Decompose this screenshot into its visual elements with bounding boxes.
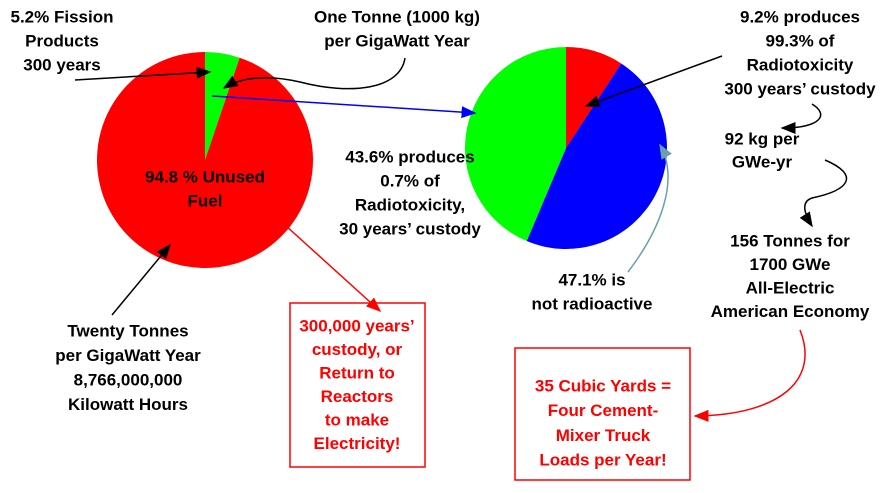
- slice-label: 9.2% produces: [740, 7, 860, 26]
- annotation: 300,000 years’: [299, 316, 414, 335]
- custody-box: [289, 302, 426, 468]
- arrow: [211, 95, 477, 119]
- annotation: 156 Tonnes for: [730, 231, 850, 250]
- slice-label: 300 years: [23, 55, 101, 74]
- annotation: 35 Cubic Yards =: [535, 376, 671, 395]
- annotation: Electricity!: [314, 434, 401, 453]
- slice-label: not radioactive: [532, 294, 653, 313]
- arrow: [284, 224, 382, 313]
- arrow: [111, 243, 171, 316]
- annotation: 8,766,000,000: [74, 370, 183, 389]
- arrow: [693, 329, 806, 422]
- pies: [97, 47, 667, 268]
- arrow: [799, 159, 848, 228]
- slice-label: 30 years’ custody: [339, 219, 481, 238]
- slice-label: 94.8 % Unused: [145, 167, 265, 186]
- annotation: Return to: [319, 363, 395, 382]
- annotation: custody, or: [312, 340, 403, 359]
- annotation: per GigaWatt Year: [324, 31, 470, 50]
- pie-slice: [97, 52, 313, 268]
- slice-label: Radiotoxicity: [747, 55, 854, 74]
- annotation: per GigaWatt Year: [55, 346, 201, 365]
- annotation: All-Electric: [746, 278, 835, 297]
- arrow: [74, 66, 212, 81]
- annotation: Mixer Truck: [556, 426, 651, 445]
- slice-label: Fuel: [188, 191, 223, 210]
- slice-label: 0.7% of: [380, 171, 440, 190]
- slice-label: Radiotoxicity,: [355, 195, 465, 214]
- slice-label: Products: [25, 31, 99, 50]
- annotation: 92 kg per: [725, 129, 800, 148]
- pie-slice: [526, 63, 667, 249]
- annotation: 1700 GWe: [750, 255, 831, 274]
- slice-label: 43.6% produces: [345, 147, 474, 166]
- annotation: to make: [325, 410, 389, 429]
- annotations: 5.2% Fission Products 300 years 94.8 % Unus…: [11, 7, 877, 469]
- slice-label: 300 years’ custody: [724, 79, 876, 98]
- annotation: Kilowatt Hours: [68, 395, 188, 414]
- annotation: One Tonne (1000 kg): [314, 7, 480, 26]
- arrow: [780, 103, 822, 134]
- annotation: Loads per Year!: [539, 451, 666, 470]
- pie-slice: [465, 47, 566, 242]
- arrow: [627, 143, 672, 273]
- arrow: [222, 57, 406, 90]
- arrow: [584, 55, 723, 107]
- annotation: American Economy: [711, 302, 870, 321]
- annotation: Reactors: [321, 387, 394, 406]
- annotation: GWe-yr: [732, 152, 793, 171]
- slice-label: 5.2% Fission: [11, 7, 114, 26]
- annotation: Twenty Tonnes: [67, 321, 188, 340]
- slice-label: 99.3% of: [766, 31, 835, 50]
- annotation: Four Cement-: [548, 401, 659, 420]
- slice-label: 47.1% is: [558, 270, 625, 289]
- cubic-box: [514, 347, 691, 481]
